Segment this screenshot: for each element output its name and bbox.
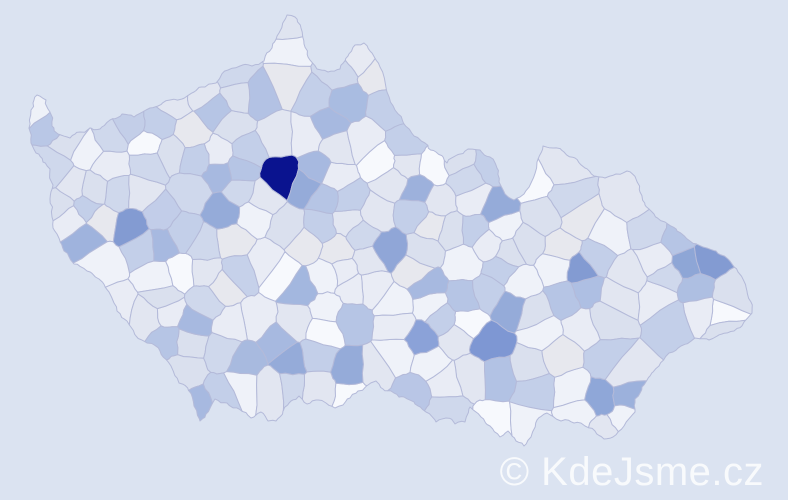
map-region[interactable] <box>262 62 313 112</box>
map-region[interactable] <box>262 36 314 67</box>
map-region[interactable] <box>418 144 450 187</box>
map-region[interactable] <box>200 162 232 194</box>
map-region[interactable] <box>301 370 337 407</box>
map-region[interactable] <box>89 150 131 182</box>
map-region[interactable] <box>219 82 251 114</box>
map-region[interactable] <box>471 228 503 263</box>
map-region[interactable] <box>390 254 436 290</box>
map-region[interactable] <box>604 337 665 388</box>
map-region[interactable] <box>472 399 513 438</box>
map-region[interactable] <box>255 364 285 422</box>
map-region[interactable] <box>509 401 554 447</box>
map-region[interactable] <box>144 325 180 361</box>
map-region[interactable] <box>551 399 597 429</box>
map-region[interactable] <box>384 123 429 156</box>
map-region[interactable] <box>208 269 248 307</box>
map-region[interactable] <box>560 307 601 352</box>
map-region[interactable] <box>424 302 457 337</box>
map-region[interactable] <box>480 255 520 287</box>
map-region[interactable] <box>711 266 753 315</box>
map-region[interactable] <box>409 345 453 382</box>
map-region[interactable] <box>275 14 304 40</box>
map-region[interactable] <box>331 381 368 409</box>
map-region[interactable] <box>334 177 371 212</box>
map-region[interactable] <box>424 395 475 425</box>
map-region[interactable] <box>166 210 204 254</box>
map-region[interactable] <box>28 94 51 129</box>
map-region[interactable] <box>310 59 359 91</box>
map-region[interactable] <box>331 257 359 287</box>
map-region[interactable] <box>290 111 324 159</box>
map-region[interactable] <box>660 222 697 257</box>
map-region[interactable] <box>392 199 430 235</box>
map-region[interactable] <box>445 163 487 197</box>
map-region[interactable] <box>236 201 274 240</box>
map-region[interactable] <box>361 340 396 392</box>
map-region[interactable] <box>437 210 464 252</box>
map-region[interactable] <box>305 317 346 350</box>
map-region[interactable] <box>693 243 735 281</box>
map-region[interactable] <box>578 237 619 279</box>
map-region[interactable] <box>188 383 213 422</box>
map-region[interactable] <box>255 321 298 365</box>
map-region[interactable] <box>588 413 619 440</box>
map-region[interactable] <box>632 241 673 278</box>
map-region[interactable] <box>112 208 150 248</box>
map-region[interactable] <box>371 312 417 341</box>
map-region[interactable] <box>258 251 303 302</box>
map-region[interactable] <box>489 290 527 334</box>
map-region[interactable] <box>546 175 600 219</box>
map-region[interactable] <box>305 257 339 295</box>
map-region[interactable] <box>279 372 305 411</box>
map-region[interactable] <box>55 165 87 202</box>
